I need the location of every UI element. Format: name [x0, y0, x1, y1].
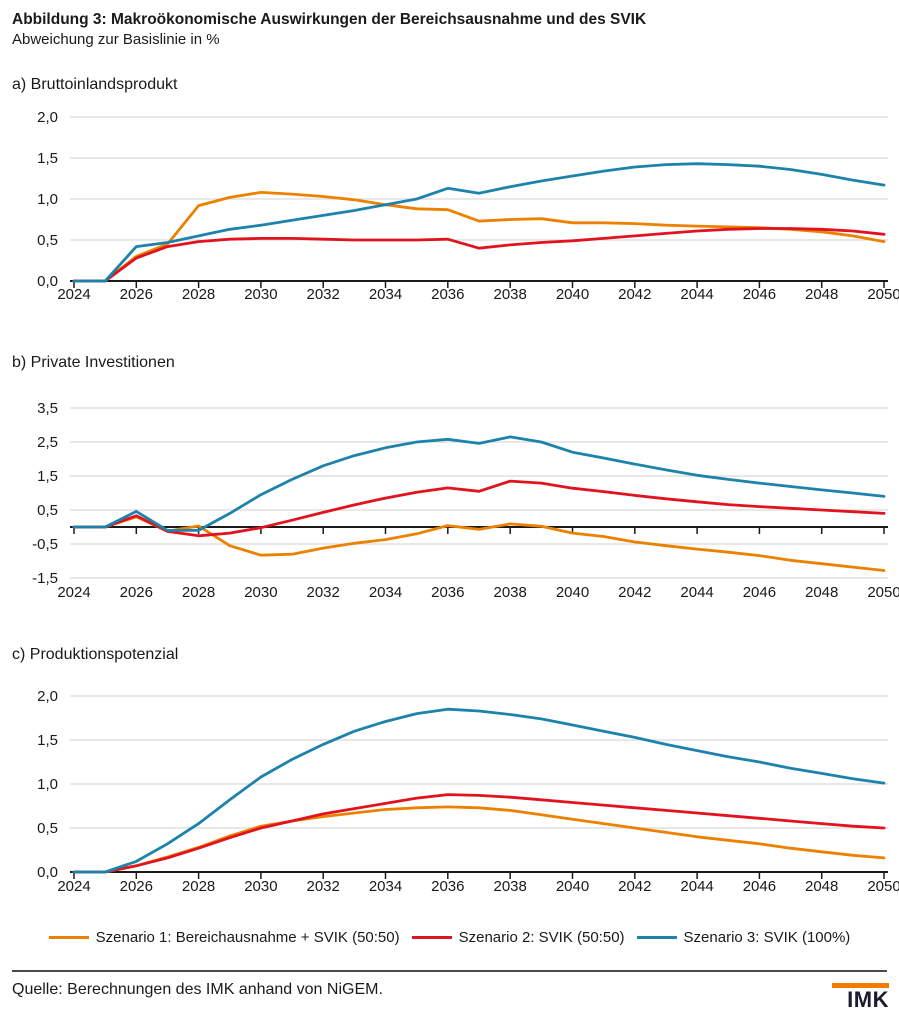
chart-section-private-investitionen: b) Private Investitionen -1,5 -0,5 0,5 1,5 2…: [12, 353, 899, 605]
legend-label-szenario3: Szenario 3: SVIK (100%): [683, 929, 851, 946]
x-tick-label: 2038: [494, 286, 527, 303]
x-tick-label: 2030: [244, 878, 277, 895]
x-tick-label: 2030: [244, 286, 277, 303]
series-line-szenario1: [72, 805, 886, 874]
footer-divider: [12, 970, 887, 972]
series-line-szenario3: [72, 435, 886, 532]
figure-title: Abbildung 3: Makroökonomische Auswirkung…: [12, 11, 647, 28]
chart-svg-bruttoinlandsprodukt: 0,0 0,5 1,0 1,5 2,0 2024 2026 2028 2030 2032 2034 2…: [37, 109, 899, 303]
footer: Quelle: Berechnungen des IMK anhand von …: [12, 981, 889, 1011]
y-tick-label: 0,0: [37, 273, 58, 290]
x-tick-label: 2036: [431, 584, 464, 601]
legend: Szenario 1: Bereichausnahme + SVIK (50:5…: [12, 929, 887, 946]
x-tick-label: 2038: [494, 584, 527, 601]
legend-item-szenario3: Szenario 3: SVIK (100%): [636, 929, 851, 946]
figure-subtitle: Abweichung zur Basislinie in %: [12, 31, 220, 48]
x-tick-label: 2048: [805, 584, 838, 601]
series-line-szenario2: [72, 227, 886, 283]
imk-logo-bar-icon: [832, 983, 889, 988]
x-tick-label: 2028: [182, 584, 215, 601]
y-tick-label: -0,5: [32, 536, 58, 553]
x-tick-label: 2036: [431, 286, 464, 303]
x-tick-label: 2044: [680, 584, 713, 601]
y-tick-label: 3,5: [37, 400, 58, 417]
series-line-szenario1: [72, 515, 886, 572]
chart-title-bruttoinlandsprodukt: a) Bruttoinlandsprodukt: [12, 76, 178, 93]
x-tick-label: 2034: [369, 878, 402, 895]
y-tick-label: -1,5: [32, 570, 58, 587]
x-tick-label: 2032: [307, 584, 340, 601]
y-tick-label: 0,5: [37, 232, 58, 249]
x-tick-label: 2026: [120, 286, 153, 303]
x-tick-label: 2048: [805, 878, 838, 895]
x-tick-label: 2046: [743, 584, 776, 601]
x-tick-label: 2034: [369, 584, 402, 601]
x-tick-label: 2044: [680, 878, 713, 895]
x-tick-label: 2042: [618, 286, 651, 303]
chart-section-bruttoinlandsprodukt: a) Bruttoinlandsprodukt 0,0 0,5 1,0 1,5 2,0 2…: [12, 75, 899, 307]
x-tick-label: 2050: [867, 584, 899, 601]
x-tick-label: 2030: [244, 584, 277, 601]
chart-private-investitionen: -1,5 -0,5 0,5 1,5 2,5 3,5 2024 2026 2028 2030 2032…: [12, 375, 899, 605]
x-tick-label: 2028: [182, 878, 215, 895]
x-tick-label: 2040: [556, 584, 589, 601]
legend-item-szenario2: Szenario 2: SVIK (50:50): [411, 929, 625, 946]
y-tick-label: 1,5: [37, 150, 58, 167]
source-text: Quelle: Berechnungen des IMK anhand von …: [12, 981, 383, 998]
x-tick-label: 2026: [120, 878, 153, 895]
legend-line-szenario3-icon: [636, 936, 677, 939]
x-tick-label: 2034: [369, 286, 402, 303]
x-tick-label: 2040: [556, 878, 589, 895]
chart-svg-produktionspotenzial: 0,0 0,5 1,0 1,5 2,0 2024 2026 2028 2030 2032 2034 2…: [37, 688, 899, 895]
y-tick-label: 1,5: [37, 468, 58, 485]
x-tick-label: 2042: [618, 584, 651, 601]
series-line-szenario2: [72, 479, 886, 538]
chart-title-private-investitionen: b) Private Investitionen: [12, 354, 175, 371]
chart-svg-private-investitionen: -1,5 -0,5 0,5 1,5 2,5 3,5 2024 2026 2028 2030 2032…: [32, 400, 899, 601]
legend-label-szenario1: Szenario 1: Bereichausnahme + SVIK (50:5…: [95, 929, 400, 946]
x-tick-label: 2038: [494, 878, 527, 895]
y-tick-label: 0,5: [37, 502, 58, 519]
y-tick-label: 2,0: [37, 688, 58, 705]
x-tick-label: 2036: [431, 878, 464, 895]
x-tick-label: 2042: [618, 878, 651, 895]
x-tick-label: 2024: [57, 584, 90, 601]
y-tick-label: 1,0: [37, 191, 58, 208]
x-tick-label: 2032: [307, 286, 340, 303]
x-tick-label: 2026: [120, 584, 153, 601]
imk-logo-text: IMK: [847, 987, 889, 1012]
series-line-szenario3: [72, 162, 886, 283]
y-tick-label: 0,5: [37, 820, 58, 837]
x-tick-label: 2050: [867, 286, 899, 303]
x-tick-label: 2046: [743, 286, 776, 303]
chart-section-produktionspotenzial: c) Produktionspotenzial 0,0 0,5 1,0 1,5 2,0 2…: [12, 645, 899, 901]
chart-title-produktionspotenzial: c) Produktionspotenzial: [12, 646, 179, 663]
y-tick-label: 2,5: [37, 434, 58, 451]
x-tick-label: 2024: [57, 286, 90, 303]
x-tick-label: 2044: [680, 286, 713, 303]
x-tick-label: 2040: [556, 286, 589, 303]
chart-bruttoinlandsprodukt: 0,0 0,5 1,0 1,5 2,0 2024 2026 2028 2030 2032 2034 2…: [12, 97, 899, 307]
x-tick-label: 2024: [57, 878, 90, 895]
x-tick-label: 2048: [805, 286, 838, 303]
x-tick-label: 2050: [867, 878, 899, 895]
y-tick-label: 1,5: [37, 732, 58, 749]
legend-item-szenario1: Szenario 1: Bereichausnahme + SVIK (50:5…: [48, 929, 400, 946]
legend-line-szenario1-icon: [48, 936, 89, 939]
series-line-szenario2: [72, 793, 886, 874]
x-tick-label: 2028: [182, 286, 215, 303]
imk-logo: IMK: [832, 983, 889, 1011]
chart-produktionspotenzial: 0,0 0,5 1,0 1,5 2,0 2024 2026 2028 2030 2032 2034 2…: [12, 667, 899, 901]
legend-label-szenario2: Szenario 2: SVIK (50:50): [458, 929, 625, 946]
y-tick-label: 1,0: [37, 776, 58, 793]
y-tick-label: 0,0: [37, 864, 58, 881]
x-tick-label: 2032: [307, 878, 340, 895]
x-tick-label: 2046: [743, 878, 776, 895]
y-tick-label: 2,0: [37, 109, 58, 126]
legend-line-szenario2-icon: [411, 936, 452, 939]
series-line-szenario3: [72, 707, 886, 874]
